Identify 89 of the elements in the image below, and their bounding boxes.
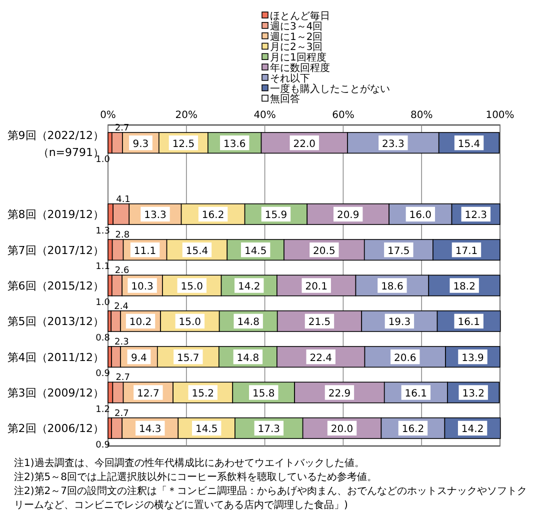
data-label: 2.6 xyxy=(114,266,130,276)
data-label: 4.1 xyxy=(116,194,130,205)
text: 注2)第5～8回では上記選択肢以外にコーヒー系飲料を聴取しているため参考値。 xyxy=(14,471,377,483)
data-label: 15.0 xyxy=(178,317,202,328)
data-label: 9.3 xyxy=(132,138,149,150)
data-label: 2.7 xyxy=(116,373,130,384)
data-label: 14.3 xyxy=(139,424,162,436)
y-tick-label: 第2回（2006/12） xyxy=(7,422,104,436)
data-label: 15.8 xyxy=(252,388,275,400)
data-label: 0.9 xyxy=(96,369,110,380)
data-label: 15.9 xyxy=(264,210,288,222)
data-label: 14.8 xyxy=(237,317,260,328)
data-label: 16.1 xyxy=(404,388,428,400)
legend-label: 週に1～2回 xyxy=(270,32,323,43)
data-label: 20.0 xyxy=(330,424,354,436)
y-tick-label: 第7回（2017/12） xyxy=(7,244,104,257)
data-label: 12.3 xyxy=(464,210,488,222)
legend-label: 無回答 xyxy=(270,93,300,106)
data-label: 14.5 xyxy=(195,424,218,436)
x-tick-label: 60% xyxy=(332,110,354,121)
data-label: 21.5 xyxy=(308,317,331,328)
data-label: 2.4 xyxy=(114,302,129,312)
data-label: 12.5 xyxy=(172,138,195,150)
data-label: 20.9 xyxy=(336,210,360,222)
text: 注1)過去調査は、今回調査の性年代構成比にあわせてウエイトバックした値。 xyxy=(14,457,364,469)
x-tick-label: 0% xyxy=(100,110,116,121)
data-label: 20.5 xyxy=(313,246,336,257)
data-label: 2.8 xyxy=(115,230,130,240)
data-label: 19.3 xyxy=(388,317,411,328)
x-tick-label: 40% xyxy=(254,110,276,121)
legend-label: 月に2～3回 xyxy=(270,42,323,54)
data-label: 2.3 xyxy=(114,337,129,348)
text: 注2)第2～7回の設問文の注釈は「＊コンビニ調理品：からあげや肉まん、おでんなどのホットスナックやソフトクリームなど、コンビニでレジの横などに置いてある店内で調理した食品」) xyxy=(14,485,527,511)
data-label: 17.3 xyxy=(258,424,280,436)
x-tick-label: 80% xyxy=(410,110,433,121)
data-label: 11.1 xyxy=(134,246,156,257)
data-label: 20.1 xyxy=(305,282,328,292)
data-label: 13.6 xyxy=(223,138,246,150)
data-label: 1.0 xyxy=(96,298,110,308)
data-label: 15.7 xyxy=(177,352,200,364)
x-tick-label: 100% xyxy=(486,110,514,121)
data-label: 1.1 xyxy=(96,262,110,272)
y-tick-label: 第5回（2013/12） xyxy=(7,315,104,328)
data-label: 15.4 xyxy=(458,138,480,150)
data-label: 1.0 xyxy=(96,155,110,166)
y-tick-label: 第4回（2011/12） xyxy=(7,350,104,364)
data-label: 2.7 xyxy=(114,408,129,419)
legend-label: それ以下 xyxy=(270,72,310,84)
data-label: 1.3 xyxy=(96,226,110,237)
data-label: 22.0 xyxy=(293,138,316,150)
data-label: 13.3 xyxy=(144,210,166,222)
data-label: 13.9 xyxy=(462,352,484,364)
data-label: 14.8 xyxy=(236,352,260,364)
data-label: 20.6 xyxy=(394,352,416,364)
data-label: 9.4 xyxy=(131,352,147,364)
data-label: 18.2 xyxy=(453,282,476,292)
x-tick-label: 20% xyxy=(175,110,198,121)
data-label: 17.5 xyxy=(388,246,410,257)
data-label: 0.9 xyxy=(96,440,110,451)
y-tick-label: 第3回（2009/12） xyxy=(7,386,104,400)
data-label: 10.2 xyxy=(129,317,152,328)
data-label: 14.2 xyxy=(461,424,484,436)
data-label: 22.4 xyxy=(310,352,332,364)
data-label: 22.9 xyxy=(328,388,351,400)
data-label: 13.2 xyxy=(462,388,484,400)
data-label: 16.0 xyxy=(409,210,432,222)
y-tick-label: 第6回（2015/12） xyxy=(7,280,104,292)
data-label: 23.3 xyxy=(382,138,404,150)
data-label: 10.3 xyxy=(131,282,154,292)
data-label: 16.2 xyxy=(202,210,224,222)
legend-label: 年に数回程度 xyxy=(270,62,330,74)
legend-label: ほとんど毎日 xyxy=(270,10,330,22)
data-label: 1.2 xyxy=(96,404,110,415)
legend-label: 一度も購入したことがない xyxy=(270,82,390,95)
data-label: 16.1 xyxy=(458,317,480,328)
data-label: 14.2 xyxy=(238,282,260,292)
data-label: 15.2 xyxy=(192,388,214,400)
data-label: 0.8 xyxy=(96,334,110,344)
legend-label: 週に3～4回 xyxy=(270,21,323,32)
data-label: 17.1 xyxy=(455,246,478,257)
data-label: 2.7 xyxy=(114,123,130,134)
y-tick-label: 第8回（2019/12） xyxy=(7,208,104,222)
data-label: 15.4 xyxy=(186,246,208,257)
data-label: 12.7 xyxy=(137,388,160,400)
data-label: 18.6 xyxy=(381,282,404,292)
data-label: 14.5 xyxy=(244,246,267,257)
data-label: 15.0 xyxy=(180,282,204,292)
legend-label: 月に1回程度 xyxy=(270,52,326,64)
data-label: 16.2 xyxy=(402,424,424,436)
